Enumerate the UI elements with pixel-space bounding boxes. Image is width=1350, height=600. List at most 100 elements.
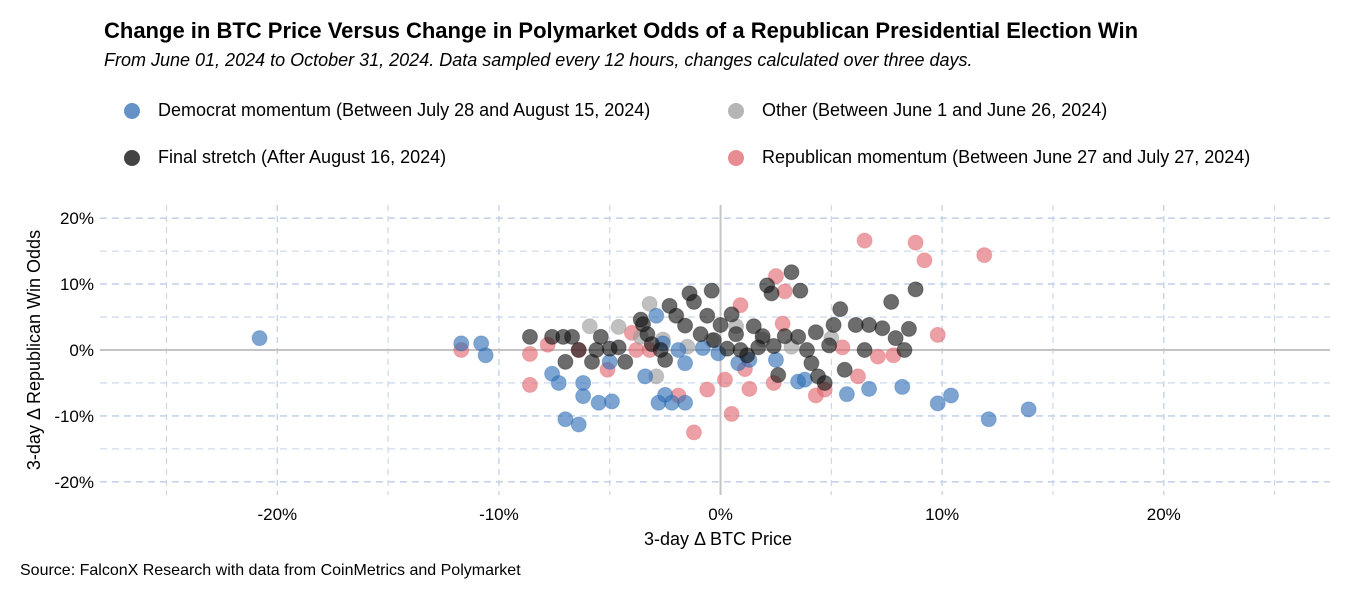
- point-democrat: [648, 307, 665, 324]
- point-democrat: [838, 386, 855, 403]
- point-final-stretch: [610, 339, 627, 356]
- point-democrat: [796, 371, 813, 388]
- point-democrat: [677, 355, 694, 372]
- point-democrat: [477, 347, 494, 364]
- point-other: [581, 318, 598, 335]
- point-republican: [723, 405, 740, 422]
- point-final-stretch: [677, 317, 694, 334]
- y-tick-label: 0%: [69, 341, 94, 360]
- point-final-stretch: [825, 316, 842, 333]
- y-tick-label: -20%: [54, 473, 94, 492]
- y-tick-label: 20%: [60, 209, 94, 228]
- point-republican: [976, 247, 993, 264]
- point-final-stretch: [883, 293, 900, 310]
- point-democrat: [1020, 401, 1037, 418]
- y-tick-label: -10%: [54, 407, 94, 426]
- legend-swatch-democrat: [124, 102, 140, 119]
- points-layer: [251, 232, 1037, 441]
- point-final-stretch: [770, 367, 787, 384]
- point-democrat: [590, 394, 607, 411]
- point-final-stretch: [745, 318, 762, 335]
- point-democrat: [637, 368, 654, 385]
- point-final-stretch: [896, 342, 913, 358]
- point-final-stretch: [783, 264, 800, 281]
- point-final-stretch: [803, 355, 820, 372]
- y-axis-title: 3-day Δ Republican Win Odds: [24, 230, 44, 470]
- point-final-stretch: [692, 326, 709, 343]
- x-axis-title: 3-day Δ BTC Price: [644, 529, 792, 549]
- x-tick-label: 10%: [925, 505, 959, 524]
- point-final-stretch: [699, 307, 716, 324]
- point-final-stretch: [807, 324, 824, 341]
- point-republican: [521, 345, 538, 362]
- point-democrat: [550, 374, 567, 391]
- point-final-stretch: [703, 282, 720, 299]
- point-final-stretch: [668, 307, 685, 324]
- point-democrat: [943, 387, 960, 404]
- point-other: [610, 318, 627, 335]
- point-republican: [716, 371, 733, 388]
- point-final-stretch: [790, 328, 807, 345]
- legend-item-democrat: Democrat momentum (Between July 28 and A…: [124, 100, 650, 121]
- point-republican: [699, 381, 716, 398]
- legend-item-republican: Republican momentum (Between June 27 and…: [728, 147, 1250, 168]
- legend-item-other: Other (Between June 1 and June 26, 2024): [728, 100, 1107, 121]
- point-final-stretch: [712, 316, 729, 333]
- legend-label-final-stretch: Final stretch (After August 16, 2024): [158, 147, 447, 167]
- chart-subtitle: From June 01, 2024 to October 31, 2024. …: [104, 50, 973, 70]
- point-final-stretch: [723, 306, 740, 323]
- x-tick-label: -20%: [257, 505, 297, 524]
- point-final-stretch: [900, 320, 917, 337]
- point-democrat: [557, 411, 574, 428]
- point-democrat: [861, 380, 878, 397]
- point-democrat: [663, 394, 680, 411]
- point-final-stretch: [564, 328, 581, 345]
- x-tick-label: -10%: [479, 505, 519, 524]
- point-final-stretch: [685, 293, 702, 310]
- point-final-stretch: [739, 347, 756, 364]
- point-final-stretch: [861, 316, 878, 333]
- y-tick-label: 10%: [60, 275, 94, 294]
- point-republican: [849, 368, 866, 385]
- legend-label-democrat: Democrat momentum (Between July 28 and A…: [158, 100, 651, 120]
- point-republican: [929, 326, 946, 343]
- legend-item-final-stretch: Final stretch (After August 16, 2024): [124, 147, 446, 168]
- point-democrat: [670, 342, 687, 358]
- point-final-stretch: [832, 301, 849, 318]
- point-final-stretch: [847, 316, 864, 333]
- point-republican: [776, 283, 793, 300]
- point-final-stretch: [592, 328, 609, 345]
- point-democrat: [603, 393, 620, 410]
- point-final-stretch: [728, 326, 745, 343]
- legend-swatch-republican: [728, 149, 744, 166]
- point-final-stretch: [657, 351, 674, 368]
- legend-label-other: Other (Between June 1 and June 26, 2024): [762, 100, 1108, 120]
- point-democrat: [251, 330, 268, 347]
- point-republican: [916, 252, 933, 269]
- point-democrat: [980, 411, 997, 428]
- legend-swatch-other: [728, 102, 744, 119]
- point-final-stretch: [557, 353, 574, 370]
- point-final-stretch: [705, 332, 722, 349]
- point-final-stretch: [521, 328, 538, 345]
- x-tick-label: 20%: [1147, 505, 1181, 524]
- point-republican: [521, 376, 538, 393]
- point-democrat: [677, 394, 694, 411]
- point-other: [641, 295, 658, 312]
- point-republican: [869, 348, 886, 365]
- point-democrat: [570, 416, 587, 433]
- point-democrat: [575, 388, 592, 405]
- point-final-stretch: [836, 361, 853, 378]
- legend-label-republican: Republican momentum (Between June 27 and…: [762, 147, 1251, 167]
- point-final-stretch: [856, 342, 873, 358]
- point-democrat: [453, 335, 470, 352]
- point-final-stretch: [719, 340, 736, 357]
- point-final-stretch: [792, 282, 809, 299]
- point-final-stretch: [765, 338, 782, 355]
- chart-title: Change in BTC Price Versus Change in Pol…: [104, 18, 1139, 43]
- point-final-stretch: [763, 285, 780, 302]
- point-republican: [907, 234, 924, 251]
- x-tick-label: 0%: [708, 505, 733, 524]
- source-note: Source: FalconX Research with data from …: [20, 562, 521, 579]
